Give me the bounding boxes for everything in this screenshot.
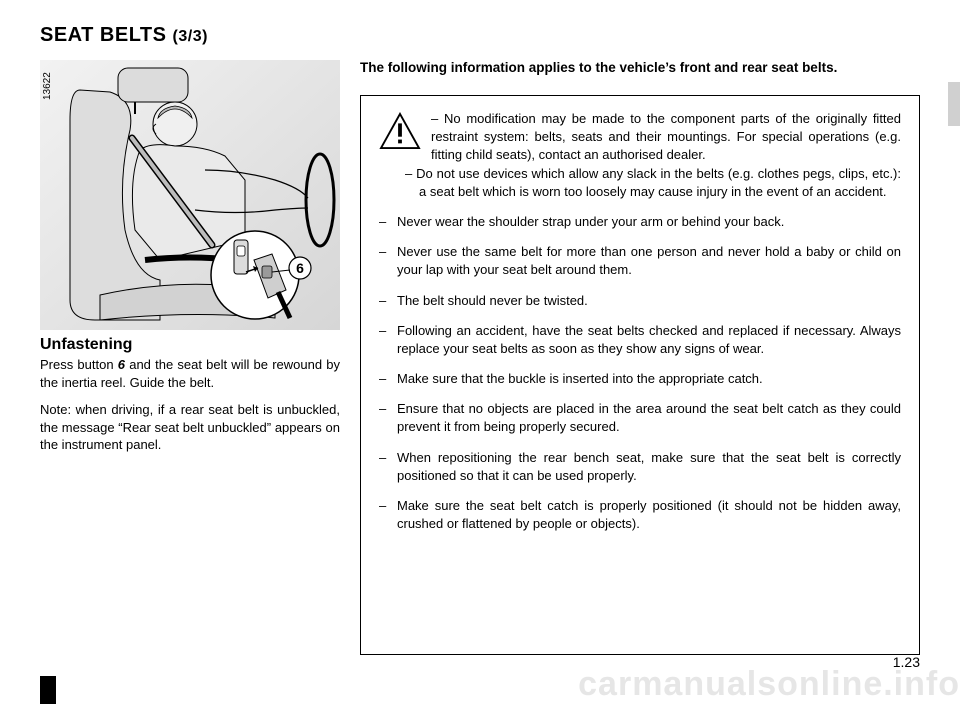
first-b-text: Do not use devices which allow any slack… bbox=[416, 166, 901, 199]
page-edge-tab bbox=[948, 82, 960, 126]
bullet-item: Never wear the shoulder strap under your… bbox=[379, 213, 901, 231]
callout-6-text: 6 bbox=[296, 260, 304, 276]
illustration-svg: 6 13622 bbox=[40, 60, 340, 330]
left-column: 6 13622 Unfastening Press button 6 and t… bbox=[40, 60, 340, 454]
warning-first-a: – No modification may be made to the com… bbox=[379, 110, 901, 165]
warning-first-b: – Do not use devices which allow any sla… bbox=[379, 165, 901, 201]
watermark: carmanualsonline.info bbox=[578, 665, 960, 704]
title-main: SEAT BELTS bbox=[40, 24, 173, 46]
bullet-text: Never wear the shoulder strap under your… bbox=[397, 214, 784, 229]
bullet-text: Ensure that no objects are placed in the… bbox=[397, 401, 901, 434]
dash: – bbox=[405, 166, 416, 181]
bullet-item: Following an accident, have the seat bel… bbox=[379, 322, 901, 358]
note-text: when driving, if a rear seat belt is unb… bbox=[40, 402, 340, 452]
bullet-item: When repositioning the rear bench seat, … bbox=[379, 449, 901, 485]
unfastening-note: Note: when driving, if a rear seat belt … bbox=[40, 401, 340, 454]
note-label: Note: bbox=[40, 402, 71, 417]
para1-num: 6 bbox=[118, 357, 125, 372]
unfastening-paragraph: Press button 6 and the seat belt will be… bbox=[40, 356, 340, 391]
first-a-text: No modification may be made to the compo… bbox=[431, 111, 901, 162]
bullet-item: The belt should never be twisted. bbox=[379, 292, 901, 310]
bullet-text: Make sure that the buckle is inserted in… bbox=[397, 371, 763, 386]
page: SEAT BELTS (3/3) bbox=[0, 0, 960, 710]
page-number: 1.23 bbox=[893, 654, 920, 670]
dash: – bbox=[431, 111, 444, 126]
bullet-text: The belt should never be twisted. bbox=[397, 293, 588, 308]
warning-box: – No modification may be made to the com… bbox=[360, 95, 920, 655]
bullet-item: Never use the same belt for more than on… bbox=[379, 243, 901, 279]
illustration: 6 13622 bbox=[40, 60, 340, 330]
unfastening-heading: Unfastening bbox=[40, 336, 340, 354]
warning-first-block: – No modification may be made to the com… bbox=[379, 110, 901, 201]
warning-icon bbox=[379, 112, 421, 150]
bullet-text: When repositioning the rear bench seat, … bbox=[397, 450, 901, 483]
title-sub: (3/3) bbox=[173, 28, 208, 45]
applies-heading: The following information applies to the… bbox=[360, 60, 920, 75]
right-column: The following information applies to the… bbox=[360, 60, 920, 655]
bullet-text: Never use the same belt for more than on… bbox=[397, 244, 901, 277]
page-title: SEAT BELTS (3/3) bbox=[40, 24, 208, 47]
bullet-text: Make sure the seat belt catch is properl… bbox=[397, 498, 901, 531]
warning-bullets: Never wear the shoulder strap under your… bbox=[379, 213, 901, 533]
bullet-item: Make sure that the buckle is inserted in… bbox=[379, 370, 901, 388]
bullet-item: Ensure that no objects are placed in the… bbox=[379, 400, 901, 436]
para1-pre: Press button bbox=[40, 357, 118, 372]
bullet-text: Following an accident, have the seat bel… bbox=[397, 323, 901, 356]
page-mark bbox=[40, 676, 56, 704]
figure-id-text: 13622 bbox=[42, 72, 53, 100]
bullet-item: Make sure the seat belt catch is properl… bbox=[379, 497, 901, 533]
